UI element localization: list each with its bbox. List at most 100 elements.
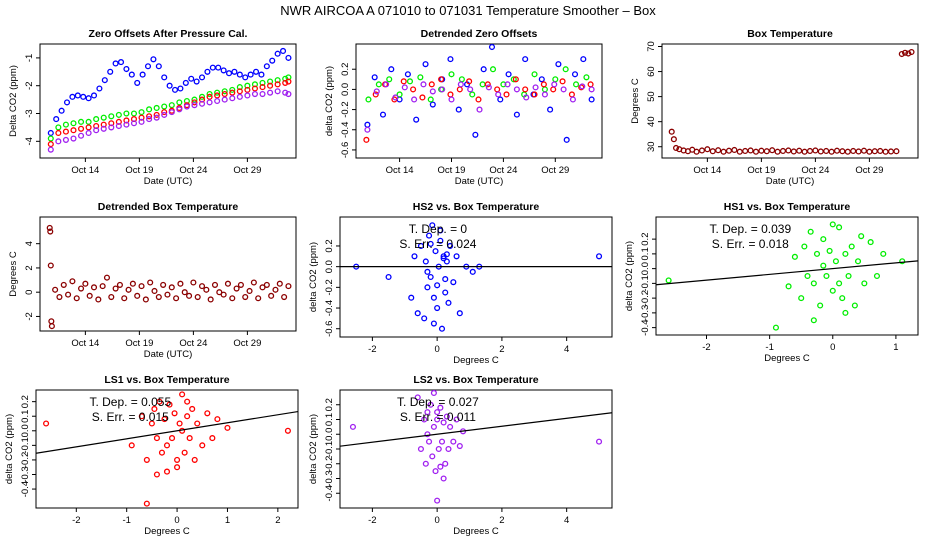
data-point (130, 110, 138, 117)
data-point (90, 284, 98, 291)
data-point (668, 128, 675, 135)
y-tick-label: -0.3 (20, 466, 31, 482)
data-point (844, 148, 851, 155)
data-point (85, 118, 92, 125)
y-tick-label: -0.2 (324, 456, 335, 472)
data-point (887, 148, 895, 155)
data-point (893, 148, 900, 155)
data-point (796, 147, 803, 154)
data-point (215, 64, 222, 71)
data-point (77, 285, 85, 292)
data-point (130, 120, 138, 127)
series-hs2 (364, 44, 595, 143)
data-point (206, 90, 213, 98)
data-point (842, 250, 849, 257)
data-point (839, 148, 846, 155)
x-tick-label: Oct 29 (541, 165, 569, 176)
data-point (237, 281, 244, 288)
data-point (873, 272, 881, 280)
data-point (108, 124, 115, 131)
data-point (457, 81, 464, 88)
x-tick-label: Oct 24 (801, 165, 829, 176)
data-point (401, 84, 408, 91)
data-point (538, 76, 545, 83)
data-point (810, 317, 817, 324)
data-point (247, 71, 254, 78)
x-tick-label: 0 (830, 342, 835, 353)
y-tick-label: 0 (24, 290, 35, 295)
data-point (229, 89, 236, 96)
y-tick-label: -0.4 (20, 481, 31, 497)
x-tick-label: Oct 24 (179, 165, 207, 176)
data-point (55, 124, 62, 131)
data-point (510, 76, 517, 83)
data-point (522, 56, 529, 63)
y-tick-label: -1 (24, 54, 35, 62)
y-axis-label: delta CO2 (ppm) (324, 66, 335, 136)
data-point (476, 106, 483, 113)
data-point (206, 93, 213, 100)
data-point (176, 106, 183, 113)
data-point (422, 61, 429, 68)
y-tick-label: 0.2 (640, 233, 651, 246)
data-point (437, 227, 444, 234)
data-point (833, 147, 841, 154)
data-point (209, 64, 216, 71)
x-axis-label: Degrees C (764, 353, 810, 364)
data-point (583, 74, 590, 81)
data-point (790, 148, 797, 155)
data-point (177, 85, 184, 92)
data-point (259, 284, 266, 291)
data-point (513, 86, 520, 93)
data-point (156, 398, 163, 405)
data-point (504, 81, 511, 88)
data-point (408, 294, 415, 301)
data-point (472, 131, 479, 138)
plot-area (36, 391, 298, 507)
data-point (151, 405, 158, 412)
data-point (364, 126, 371, 133)
data-point (798, 295, 805, 302)
data-point (414, 394, 421, 401)
data-point (182, 79, 189, 86)
data-point (823, 147, 830, 155)
y-axis-label: Degrees C (630, 78, 641, 124)
data-point (224, 280, 231, 287)
data-point (108, 293, 115, 301)
data-point (373, 88, 380, 95)
data-point (242, 74, 249, 81)
data-point (155, 63, 162, 70)
y-tick-label: -0.3 (324, 470, 335, 486)
data-point (138, 283, 145, 290)
data-point (53, 116, 60, 123)
data-point (85, 95, 92, 102)
data-point (93, 116, 100, 123)
x-tick-label: -1 (122, 515, 130, 526)
data-point (440, 255, 447, 262)
data-point (832, 258, 839, 265)
y-axis-label: delta CO2 (ppm) (4, 414, 15, 484)
data-point (396, 91, 403, 98)
data-point (155, 293, 162, 301)
data-point (848, 243, 855, 250)
data-point (715, 147, 722, 154)
data-point (424, 431, 431, 438)
data-point (772, 324, 780, 331)
data-point (425, 232, 433, 239)
data-point (100, 114, 107, 121)
data-point (414, 310, 421, 317)
data-point (437, 404, 444, 411)
data-point (62, 136, 69, 143)
fit-annotation: S. Err. = 0.011 (400, 410, 476, 424)
data-point (829, 221, 836, 228)
panel-title: Detrended Zero Offsets (421, 28, 538, 40)
data-point (214, 416, 221, 423)
data-point (62, 128, 69, 135)
data-point (198, 74, 206, 81)
data-point (404, 71, 411, 78)
data-point (437, 237, 444, 244)
data-point (456, 442, 463, 450)
data-point (153, 471, 160, 478)
fit-annotation: S. Err. = 0.024 (399, 237, 476, 251)
x-tick-label: Oct 14 (71, 338, 99, 349)
